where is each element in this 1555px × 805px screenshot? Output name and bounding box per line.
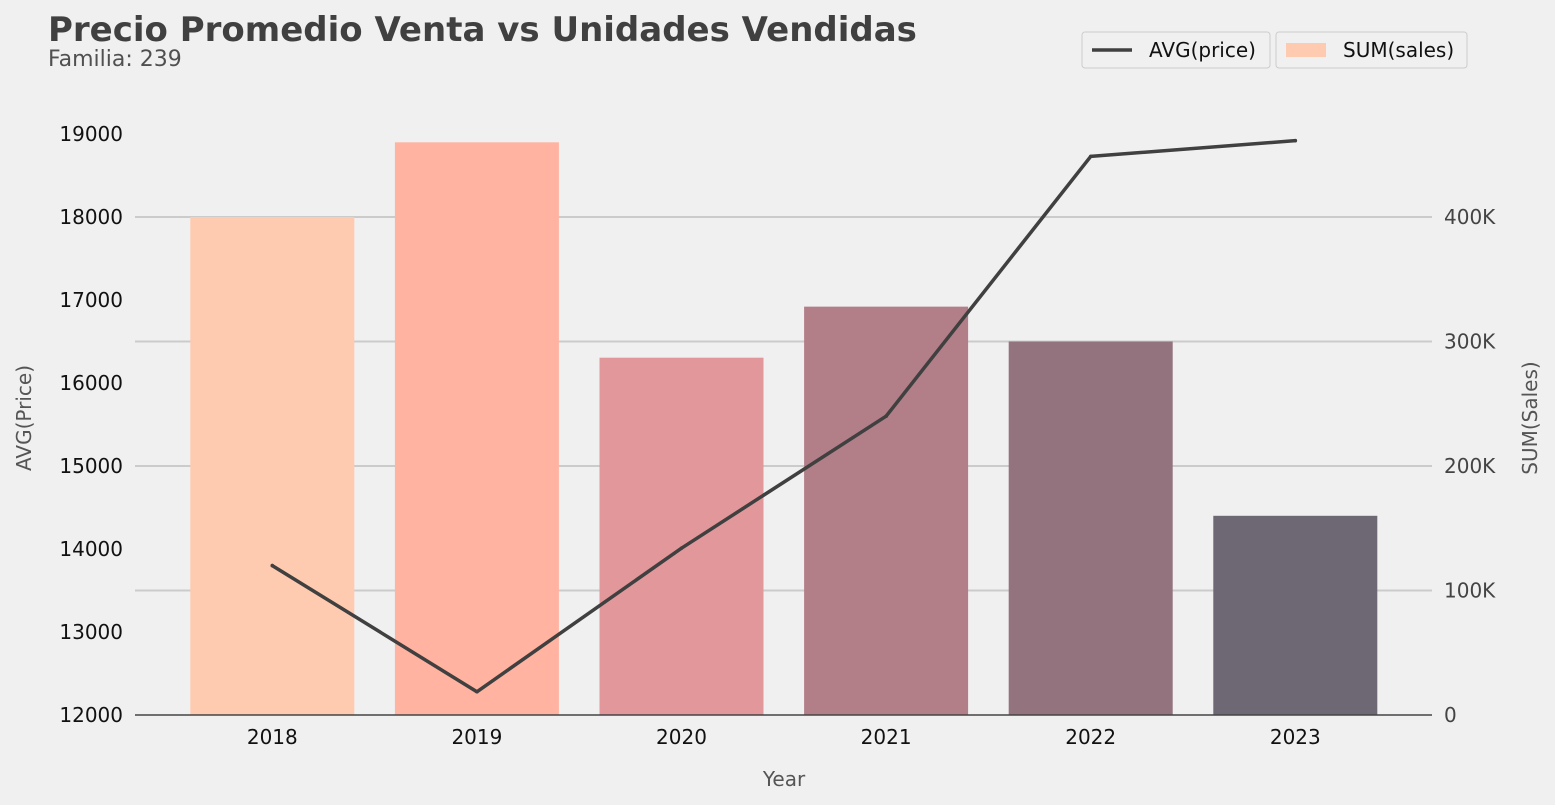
line-series [270,138,1298,694]
legend-label-bar: SUM(sales) [1343,38,1454,62]
x-tick-label: 2018 [247,725,298,749]
bar-2021 [804,306,969,715]
x-tick-label: 2019 [451,725,502,749]
price-point-2019 [475,689,479,694]
y-left-tick-label: 13000 [59,620,123,644]
legend-bar-swatch [1286,43,1326,57]
y-left-tick-label: 16000 [59,371,123,395]
y-right-tick-label: 100K [1444,579,1496,603]
y-left-tick-label: 19000 [59,122,123,146]
x-axis-ticks: 2018 2019 2020 2021 2022 2023 [247,725,1321,749]
legend-box-bar [1275,31,1468,69]
legend: AVG(price) SUM(sales) [1081,31,1468,69]
x-tick-label: 2022 [1065,725,1116,749]
bar-2020 [599,357,764,715]
x-tick-label: 2021 [861,725,912,749]
chart-subtitle: Familia: 239 [48,47,182,72]
y-right-axis-label: SUM(Sales) [1518,361,1542,474]
y-left-axis-label: AVG(Price) [12,365,36,471]
y-left-tick-label: 18000 [59,205,123,229]
y-left-tick-label: 12000 [59,703,123,727]
right-axis-ticks: 0 100K 200K 300K 400K [1444,205,1496,727]
y-right-tick-label: 0 [1444,703,1457,727]
y-right-tick-label: 200K [1444,454,1496,478]
y-right-tick-label: 300K [1444,330,1496,354]
bar-2018 [190,217,355,715]
price-point-2022 [1088,154,1093,159]
legend-label-line: AVG(price) [1149,38,1256,62]
y-left-tick-label: 17000 [59,288,123,312]
price-point-2023 [1293,138,1298,143]
x-tick-label: 2023 [1270,725,1321,749]
legend-box-line [1081,31,1271,69]
price-point-2018 [270,563,275,568]
y-left-tick-label: 15000 [59,454,123,478]
y-right-tick-label: 400K [1444,205,1496,229]
x-tick-label: 2020 [656,725,707,749]
left-axis-ticks: 12000 13000 14000 15000 16000 17000 18000 19000 [59,122,123,727]
price-point-2020 [679,546,684,550]
bar-2022 [1008,341,1173,715]
bar-series [190,142,1378,716]
price-point-2021 [884,414,888,419]
price-line [270,138,1298,694]
y-left-tick-label: 14000 [59,537,123,561]
bar-2023 [1213,515,1378,715]
x-axis-label: Year [762,767,806,791]
chart-title: Precio Promedio Venta vs Unidades Vendid… [48,10,917,50]
bar-2019 [394,142,559,716]
